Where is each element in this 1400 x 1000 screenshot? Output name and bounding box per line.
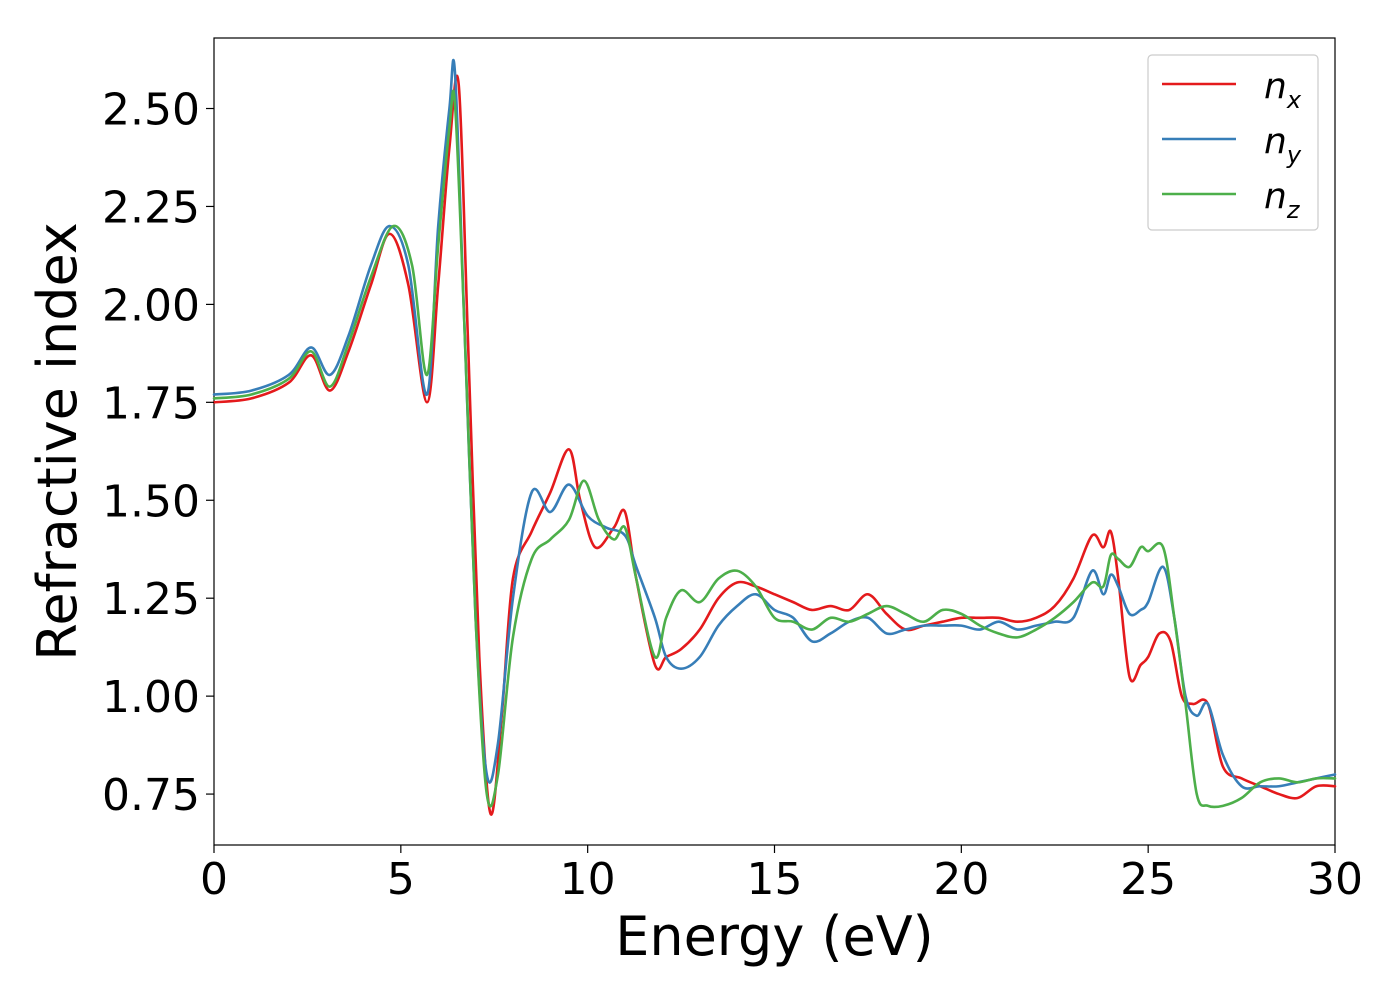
y-tick-label: 2.00 (102, 280, 200, 331)
y-axis-title: Refractive index (26, 222, 89, 661)
x-axis-title: Energy (eV) (615, 905, 934, 968)
y-tick-label: 2.25 (102, 182, 200, 233)
x-tick-label: 10 (560, 854, 616, 905)
x-tick-label: 25 (1120, 854, 1176, 905)
x-tick-label: 5 (387, 854, 415, 905)
x-tick-label: 0 (200, 854, 228, 905)
series-line-x (212, 74, 1337, 816)
legend-label-y: ny (1264, 121, 1302, 169)
y-tick-label: 2.50 (102, 85, 200, 136)
x-tick-label: 15 (747, 854, 803, 905)
y-tick-label: 1.25 (102, 574, 200, 625)
legend: nx ny nz (1147, 54, 1319, 231)
legend-label-z: nz (1264, 176, 1301, 224)
y-tick-label: 0.75 (102, 770, 200, 821)
y-tick-label: 1.50 (102, 476, 200, 527)
series-line-y (212, 58, 1337, 790)
series-layer (212, 58, 1337, 816)
y-tick-label: 1.75 (102, 378, 200, 429)
series-line-z (212, 89, 1337, 809)
x-axis-ticks: 0 5 10 15 20 25 30 (200, 845, 1363, 905)
legend-box (1147, 54, 1319, 231)
y-axis-ticks: 0.75 1.00 1.25 1.50 1.75 2.00 2.25 2.50 (102, 85, 214, 821)
legend-label-x: nx (1264, 66, 1302, 114)
x-tick-label: 20 (933, 854, 989, 905)
x-tick-label: 30 (1307, 854, 1363, 905)
y-tick-label: 1.00 (102, 672, 200, 723)
